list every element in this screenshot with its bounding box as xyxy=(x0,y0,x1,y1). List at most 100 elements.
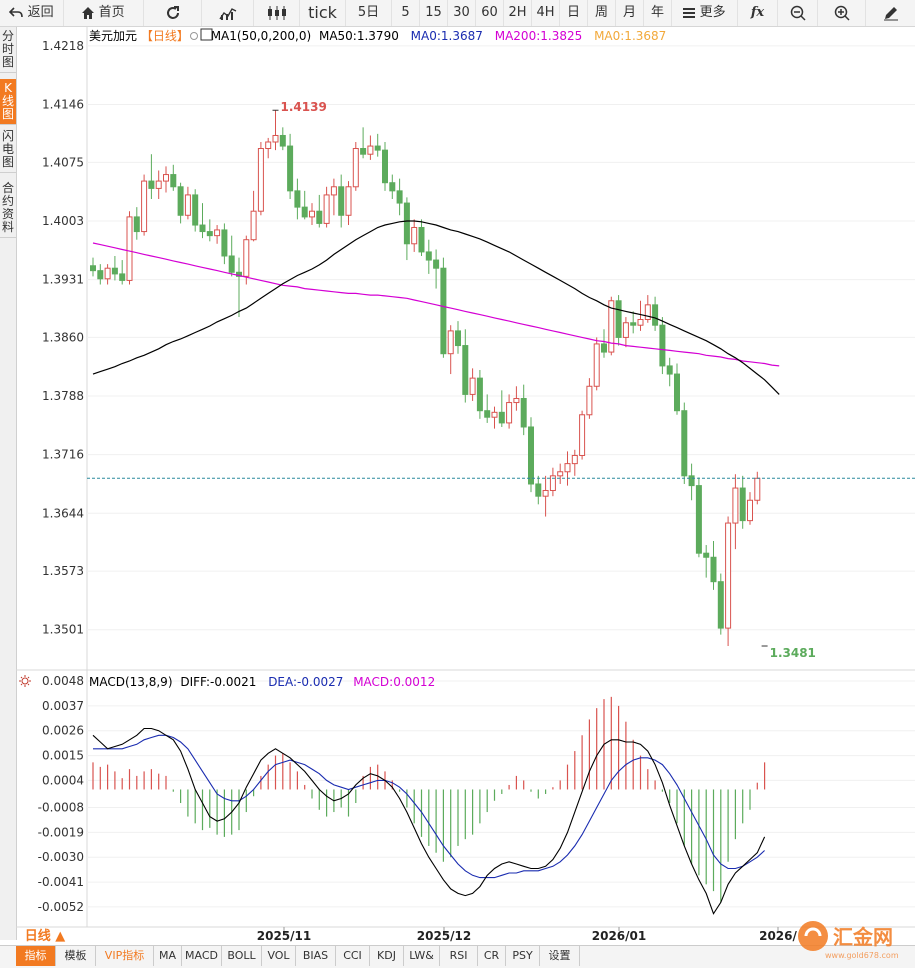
bar-chart-button[interactable] xyxy=(202,0,254,26)
macd-y-axis: 0.0048 0.0037 0.0026 0.0015 0.0004 -0.0008 -0.… xyxy=(38,674,84,914)
tab-time-share[interactable]: 分时图 xyxy=(0,27,16,73)
candle xyxy=(469,368,476,401)
candle-body xyxy=(214,229,221,237)
draw-button[interactable] xyxy=(866,0,915,26)
candle-body xyxy=(608,300,615,353)
tab-settings[interactable]: 设置 xyxy=(540,946,580,966)
period-30[interactable]: 30 xyxy=(448,0,476,26)
candle-body xyxy=(447,330,454,355)
period-month[interactable]: 月 xyxy=(616,0,644,26)
watermark-logo: 汇金网 www.gold678.com xyxy=(798,921,899,960)
chart-area[interactable]: 1.4218 1.4146 1.4075 1.4003 1.3931 1.3860 1.37… xyxy=(0,0,915,945)
price-tick-label: 1.4218 xyxy=(42,39,84,53)
period-15[interactable]: 15 xyxy=(420,0,448,26)
candle xyxy=(484,394,491,423)
tab-cr[interactable]: CR xyxy=(478,946,506,966)
legend-ma200: MA200:1.3825 xyxy=(495,29,583,43)
period-tick[interactable]: tick xyxy=(300,0,346,26)
candle xyxy=(257,141,264,216)
period-60[interactable]: 60 xyxy=(476,0,504,26)
candle xyxy=(382,141,388,191)
period-year[interactable]: 年 xyxy=(644,0,672,26)
candle-body xyxy=(695,485,702,554)
candle xyxy=(338,174,345,228)
zoom-in-button[interactable] xyxy=(818,0,866,26)
period-5[interactable]: 5 xyxy=(392,0,420,26)
macd-legend-macd: MACD:0.0012 xyxy=(353,675,435,689)
candle xyxy=(630,311,637,334)
candle xyxy=(637,300,644,331)
tab-kline[interactable]: K线图 xyxy=(0,79,16,125)
candle xyxy=(228,235,235,277)
candle xyxy=(754,471,761,505)
candle xyxy=(294,178,301,220)
tab-psy[interactable]: PSY xyxy=(506,946,540,966)
macd-legend: MACD(13,8,9) DIFF:-0.0021 DEA:-0.0027 MA… xyxy=(89,675,435,689)
candle-body xyxy=(630,322,637,326)
candle xyxy=(301,190,308,220)
candle-body xyxy=(382,149,388,184)
period-4h[interactable]: 4H xyxy=(532,0,560,26)
candle-body xyxy=(688,475,695,487)
candle xyxy=(652,296,659,331)
period-2h[interactable]: 2H xyxy=(504,0,532,26)
candle-body xyxy=(615,300,622,338)
candle xyxy=(725,516,732,647)
candlestick-button[interactable] xyxy=(254,0,300,26)
tab-bias[interactable]: BIAS xyxy=(296,946,336,966)
x-tick-label: 2026/01 xyxy=(592,929,646,943)
formula-button[interactable]: fx xyxy=(738,0,778,26)
back-button[interactable]: 返回 xyxy=(0,0,64,26)
candle xyxy=(279,127,286,151)
candle xyxy=(345,181,352,226)
settings-dot-icon[interactable] xyxy=(190,32,198,40)
macd-tick-label: 0.0026 xyxy=(42,724,84,738)
tab-indicators[interactable]: 指标 xyxy=(16,946,56,966)
price-tick-label: 1.3860 xyxy=(42,330,84,344)
candle xyxy=(367,135,374,160)
zoom-out-button[interactable] xyxy=(778,0,818,26)
macd-settings-icon[interactable] xyxy=(19,675,31,687)
tab-contract-info[interactable]: 合约资料 xyxy=(0,179,16,238)
tab-macd[interactable]: MACD xyxy=(182,946,222,966)
price-tick-label: 1.3931 xyxy=(42,273,84,287)
period-5d[interactable]: 5日 xyxy=(346,0,392,26)
tab-cci[interactable]: CCI xyxy=(336,946,370,966)
candle-body xyxy=(535,483,542,497)
tab-templates[interactable]: 模板 xyxy=(56,946,96,966)
candle xyxy=(491,406,498,429)
macd-histogram xyxy=(92,696,766,903)
tab-lw[interactable]: LW& xyxy=(404,946,440,966)
candle-body xyxy=(425,251,432,261)
period-selector[interactable]: 日线 ▲ xyxy=(24,929,66,944)
home-button[interactable]: 首页 xyxy=(64,0,144,26)
candle xyxy=(360,127,367,159)
ma200-line xyxy=(92,242,780,367)
period-week[interactable]: 周 xyxy=(588,0,616,26)
candle-body xyxy=(272,134,279,143)
price-tick-label: 1.3644 xyxy=(42,506,84,520)
tab-vol[interactable]: VOL xyxy=(262,946,296,966)
tab-kdj[interactable]: KDJ xyxy=(370,946,404,966)
more-button[interactable]: 更多 xyxy=(672,0,738,26)
candle-body xyxy=(389,182,396,192)
period-day[interactable]: 日 xyxy=(560,0,588,26)
tab-ma[interactable]: MA xyxy=(154,946,182,966)
macd-tick-label: 0.0037 xyxy=(42,699,84,713)
ma-toggle-icon[interactable] xyxy=(200,28,213,41)
svg-text:汇金网: 汇金网 xyxy=(833,925,893,949)
candle xyxy=(586,378,593,419)
macd-tick-label: -0.0008 xyxy=(38,801,84,815)
candle-body xyxy=(367,145,374,155)
candle xyxy=(506,394,513,429)
refresh-button[interactable] xyxy=(144,0,202,26)
candle-body xyxy=(433,259,440,269)
tab-rsi[interactable]: RSI xyxy=(440,946,478,966)
tab-boll[interactable]: BOLL xyxy=(222,946,262,966)
tab-vip-indicators[interactable]: VIP指标 xyxy=(96,946,154,966)
candle-body xyxy=(557,471,564,477)
tab-flash-chart[interactable]: 闪电图 xyxy=(0,127,16,173)
x-tick-label: 2025/12 xyxy=(417,929,471,943)
candle xyxy=(557,463,564,484)
candle-body xyxy=(221,229,228,257)
